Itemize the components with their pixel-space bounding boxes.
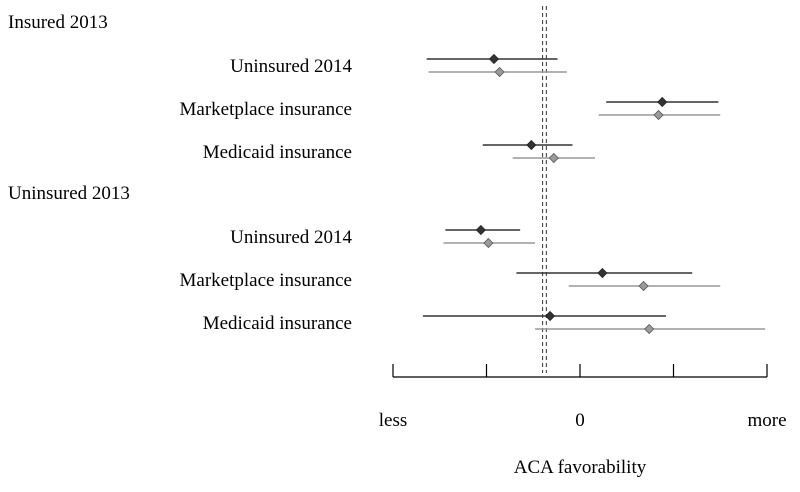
estimate-row — [516, 267, 721, 292]
row-label: Marketplace insurance — [180, 99, 353, 120]
point-estimate-dark — [526, 139, 537, 151]
estimate-row — [422, 310, 766, 335]
x-tick-label: 0 — [575, 410, 585, 431]
x-axis-ticks — [392, 364, 768, 377]
point-estimate-light — [644, 323, 655, 335]
row-label: Medicaid insurance — [203, 313, 352, 334]
reference-lines — [542, 6, 547, 373]
estimate-row — [598, 96, 721, 121]
point-estimate-dark — [657, 96, 668, 108]
point-estimate-dark — [597, 267, 608, 279]
estimate-rows — [422, 53, 766, 335]
x-axis-tick-labels: less 0 more — [379, 410, 787, 431]
point-estimate-dark — [488, 53, 500, 65]
x-axis: less 0 more ACA favorability — [379, 364, 787, 478]
row-label: Marketplace insurance — [180, 270, 353, 291]
point-estimate-light — [653, 109, 664, 121]
point-estimate-light — [494, 66, 505, 78]
row-label: Uninsured 2014 — [230, 227, 352, 248]
row-label: Medicaid insurance — [203, 142, 352, 163]
estimate-row — [443, 224, 536, 249]
row-labels: Insured 2013 Uninsured 2014 Marketplace in… — [8, 12, 352, 334]
point-estimate-light — [638, 280, 649, 292]
x-tick-label: more — [747, 410, 786, 431]
point-estimate-light — [483, 237, 494, 249]
point-estimate-dark — [545, 310, 556, 322]
row-label: Uninsured 2014 — [230, 56, 352, 77]
x-axis-label: ACA favorability — [514, 457, 647, 478]
point-estimate-light — [548, 152, 559, 164]
estimate-row — [426, 53, 567, 78]
x-tick-label: less — [379, 410, 408, 431]
group-label: Insured 2013 — [8, 12, 108, 33]
point-estimate-dark — [475, 224, 486, 236]
group-label: Uninsured 2013 — [8, 183, 130, 204]
estimate-row — [482, 139, 595, 164]
